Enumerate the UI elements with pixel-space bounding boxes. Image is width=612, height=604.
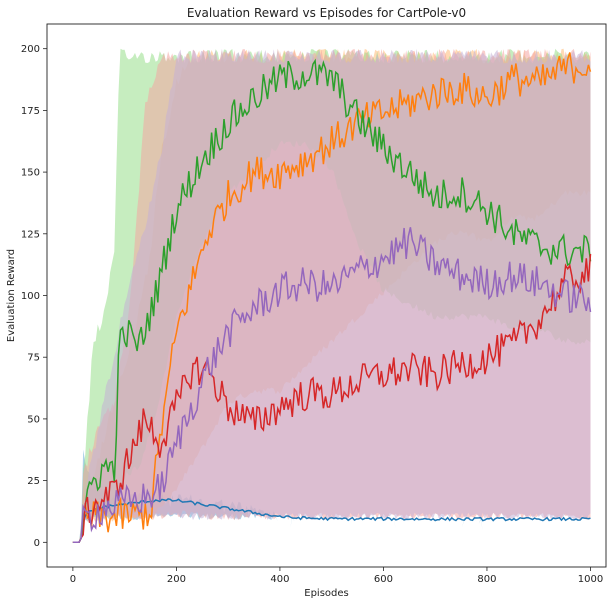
- y-tick-label: 100: [21, 291, 40, 302]
- x-axis: 0 200 400 600 800 1000: [70, 567, 603, 585]
- confidence-bands: [72, 48, 591, 543]
- y-tick-label: 25: [27, 476, 40, 487]
- x-tick-label: 600: [374, 574, 393, 585]
- chart-title: Evaluation Reward vs Episodes for CartPo…: [187, 6, 466, 20]
- series-lines: [72, 52, 592, 544]
- series-line-4: [72, 253, 592, 544]
- y-tick-label: 50: [27, 414, 40, 425]
- x-axis-label: Episodes: [304, 588, 348, 599]
- x-tick-label: 400: [270, 574, 289, 585]
- confidence-band-5: [72, 48, 591, 543]
- series-line-5: [72, 227, 592, 544]
- y-tick-label: 200: [21, 44, 40, 55]
- series-line-1: [72, 498, 591, 544]
- series-line-3: [72, 58, 592, 544]
- x-tick-label: 800: [477, 574, 496, 585]
- y-tick-label: 175: [21, 106, 40, 117]
- x-tick-label: 1000: [578, 574, 603, 585]
- x-tick-label: 200: [167, 574, 186, 585]
- series-line-2: [72, 52, 592, 544]
- y-tick-label: 0: [34, 538, 40, 549]
- y-tick-label: 125: [21, 229, 40, 240]
- y-tick-label: 75: [27, 353, 40, 364]
- x-tick-label: 0: [70, 574, 76, 585]
- y-tick-label: 150: [21, 168, 40, 179]
- y-axis: 0 25 50 75 100 125 150 175 200: [21, 44, 47, 549]
- y-axis-label: Evaluation Reward: [6, 249, 17, 342]
